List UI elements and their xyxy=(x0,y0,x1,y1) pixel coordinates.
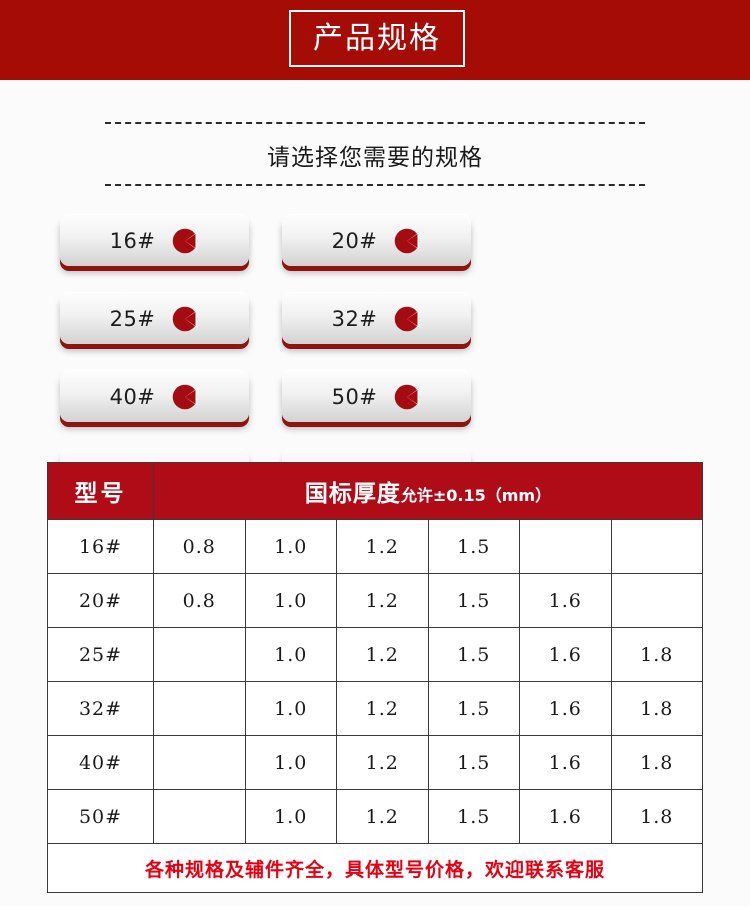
cell-thickness: 1.0 xyxy=(244,789,337,844)
cell-thickness: 1.2 xyxy=(336,735,429,790)
cell-model: 50# xyxy=(47,789,154,844)
cell-thickness: 1.8 xyxy=(610,627,703,682)
cell-thickness: 1.0 xyxy=(244,573,337,628)
cell-thickness: 1.8 xyxy=(610,735,703,790)
spec-button-50[interactable]: 50# xyxy=(282,370,471,422)
cell-thickness: 1.6 xyxy=(519,681,612,736)
cell-thickness: 1.5 xyxy=(427,735,520,790)
page-banner: 产品规格 xyxy=(0,0,750,80)
spec-button-25[interactable]: 25# xyxy=(60,292,249,344)
table-header-row: 型号 国标厚度允许±0.15（mm） xyxy=(47,462,703,520)
cell-thickness: 1.5 xyxy=(427,519,520,574)
cell-thickness xyxy=(610,519,703,574)
cell-model: 16# xyxy=(47,519,154,574)
cell-thickness: 1.0 xyxy=(244,681,337,736)
spec-button-20[interactable]: 20# xyxy=(282,214,471,266)
cell-thickness: 1.2 xyxy=(336,627,429,682)
table-row: 50# 1.0 1.2 1.5 1.6 1.8 xyxy=(47,789,703,844)
cell-thickness xyxy=(153,735,246,790)
cell-thickness: 1.5 xyxy=(427,681,520,736)
column-header-model: 型号 xyxy=(47,462,154,520)
spec-button-label: 20# xyxy=(331,228,378,253)
table-row: 32# 1.0 1.2 1.5 1.6 1.8 xyxy=(47,681,703,736)
left-arrow-circle-icon xyxy=(395,228,420,253)
subtitle-text: 请选择您需要的规格 xyxy=(267,145,483,171)
cell-thickness: 1.2 xyxy=(336,573,429,628)
cell-thickness: 1.8 xyxy=(610,681,703,736)
cell-thickness xyxy=(519,519,612,574)
spec-button-label: 40# xyxy=(109,384,156,409)
dashed-divider-top xyxy=(105,122,645,124)
spec-table-foot: 各种规格及辅件齐全，具体型号价格，欢迎联系客服 xyxy=(47,843,703,893)
cell-model: 40# xyxy=(47,735,154,790)
banner-title-box: 产品规格 xyxy=(289,10,465,67)
cell-thickness: 1.6 xyxy=(519,789,612,844)
spec-button-label: 16# xyxy=(109,228,156,253)
cell-thickness: 0.8 xyxy=(153,573,246,628)
left-arrow-circle-icon xyxy=(173,228,198,253)
cell-thickness: 1.6 xyxy=(519,573,612,628)
cell-thickness: 1.2 xyxy=(336,519,429,574)
column-header-thickness: 国标厚度允许±0.15（mm） xyxy=(153,462,703,520)
cell-thickness: 1.0 xyxy=(244,627,337,682)
table-row: 16# 0.8 1.0 1.2 1.5 xyxy=(47,519,703,574)
cell-model: 25# xyxy=(47,627,154,682)
cell-thickness: 1.5 xyxy=(427,627,520,682)
thickness-sub-label: 允许±0.15（mm） xyxy=(400,486,552,505)
cell-thickness: 1.6 xyxy=(519,627,612,682)
cell-thickness: 1.0 xyxy=(244,735,337,790)
spec-button-label: 25# xyxy=(109,306,156,331)
cell-thickness xyxy=(153,627,246,682)
table-footnote-row: 各种规格及辅件齐全，具体型号价格，欢迎联系客服 xyxy=(47,843,703,893)
cell-thickness: 1.5 xyxy=(427,789,520,844)
cell-thickness: 1.6 xyxy=(519,735,612,790)
table-row: 25# 1.0 1.2 1.5 1.6 1.8 xyxy=(47,627,703,682)
cell-thickness: 0.8 xyxy=(153,519,246,574)
left-arrow-circle-icon xyxy=(173,306,198,331)
page-title: 产品规格 xyxy=(313,20,441,56)
dashed-divider-bottom xyxy=(105,184,645,186)
cell-thickness: 1.8 xyxy=(610,789,703,844)
table-row: 40# 1.0 1.2 1.5 1.6 1.8 xyxy=(47,735,703,790)
left-arrow-circle-icon xyxy=(173,384,198,409)
spec-table-head: 型号 国标厚度允许±0.15（mm） xyxy=(47,462,703,520)
cell-thickness xyxy=(610,573,703,628)
left-arrow-circle-icon xyxy=(395,306,420,331)
left-arrow-circle-icon xyxy=(395,384,420,409)
table-footnote: 各种规格及辅件齐全，具体型号价格，欢迎联系客服 xyxy=(47,843,703,893)
thickness-main-label: 国标厚度 xyxy=(304,481,401,507)
spec-table-body: 16# 0.8 1.0 1.2 1.5 20# 0.8 1.0 1.2 1.5 1.6 25# 1.0 1… xyxy=(47,519,703,844)
spec-button-32[interactable]: 32# xyxy=(282,292,471,344)
spec-table: 型号 国标厚度允许±0.15（mm） 16# 0.8 1.0 1.2 1.5 20# 0.8… xyxy=(47,462,703,893)
cell-model: 32# xyxy=(47,681,154,736)
cell-thickness: 1.2 xyxy=(336,681,429,736)
subtitle-section: 请选择您需要的规格 xyxy=(105,122,645,186)
cell-thickness: 1.2 xyxy=(336,789,429,844)
spec-button-label: 32# xyxy=(331,306,378,331)
table-row: 20# 0.8 1.0 1.2 1.5 1.6 xyxy=(47,573,703,628)
cell-thickness xyxy=(153,681,246,736)
cell-model: 20# xyxy=(47,573,154,628)
cell-thickness: 1.0 xyxy=(244,519,337,574)
cell-thickness: 1.5 xyxy=(427,573,520,628)
spec-button-40[interactable]: 40# xyxy=(60,370,249,422)
cell-thickness xyxy=(153,789,246,844)
spec-button-label: 50# xyxy=(331,384,378,409)
spec-button-16[interactable]: 16# xyxy=(60,214,249,266)
